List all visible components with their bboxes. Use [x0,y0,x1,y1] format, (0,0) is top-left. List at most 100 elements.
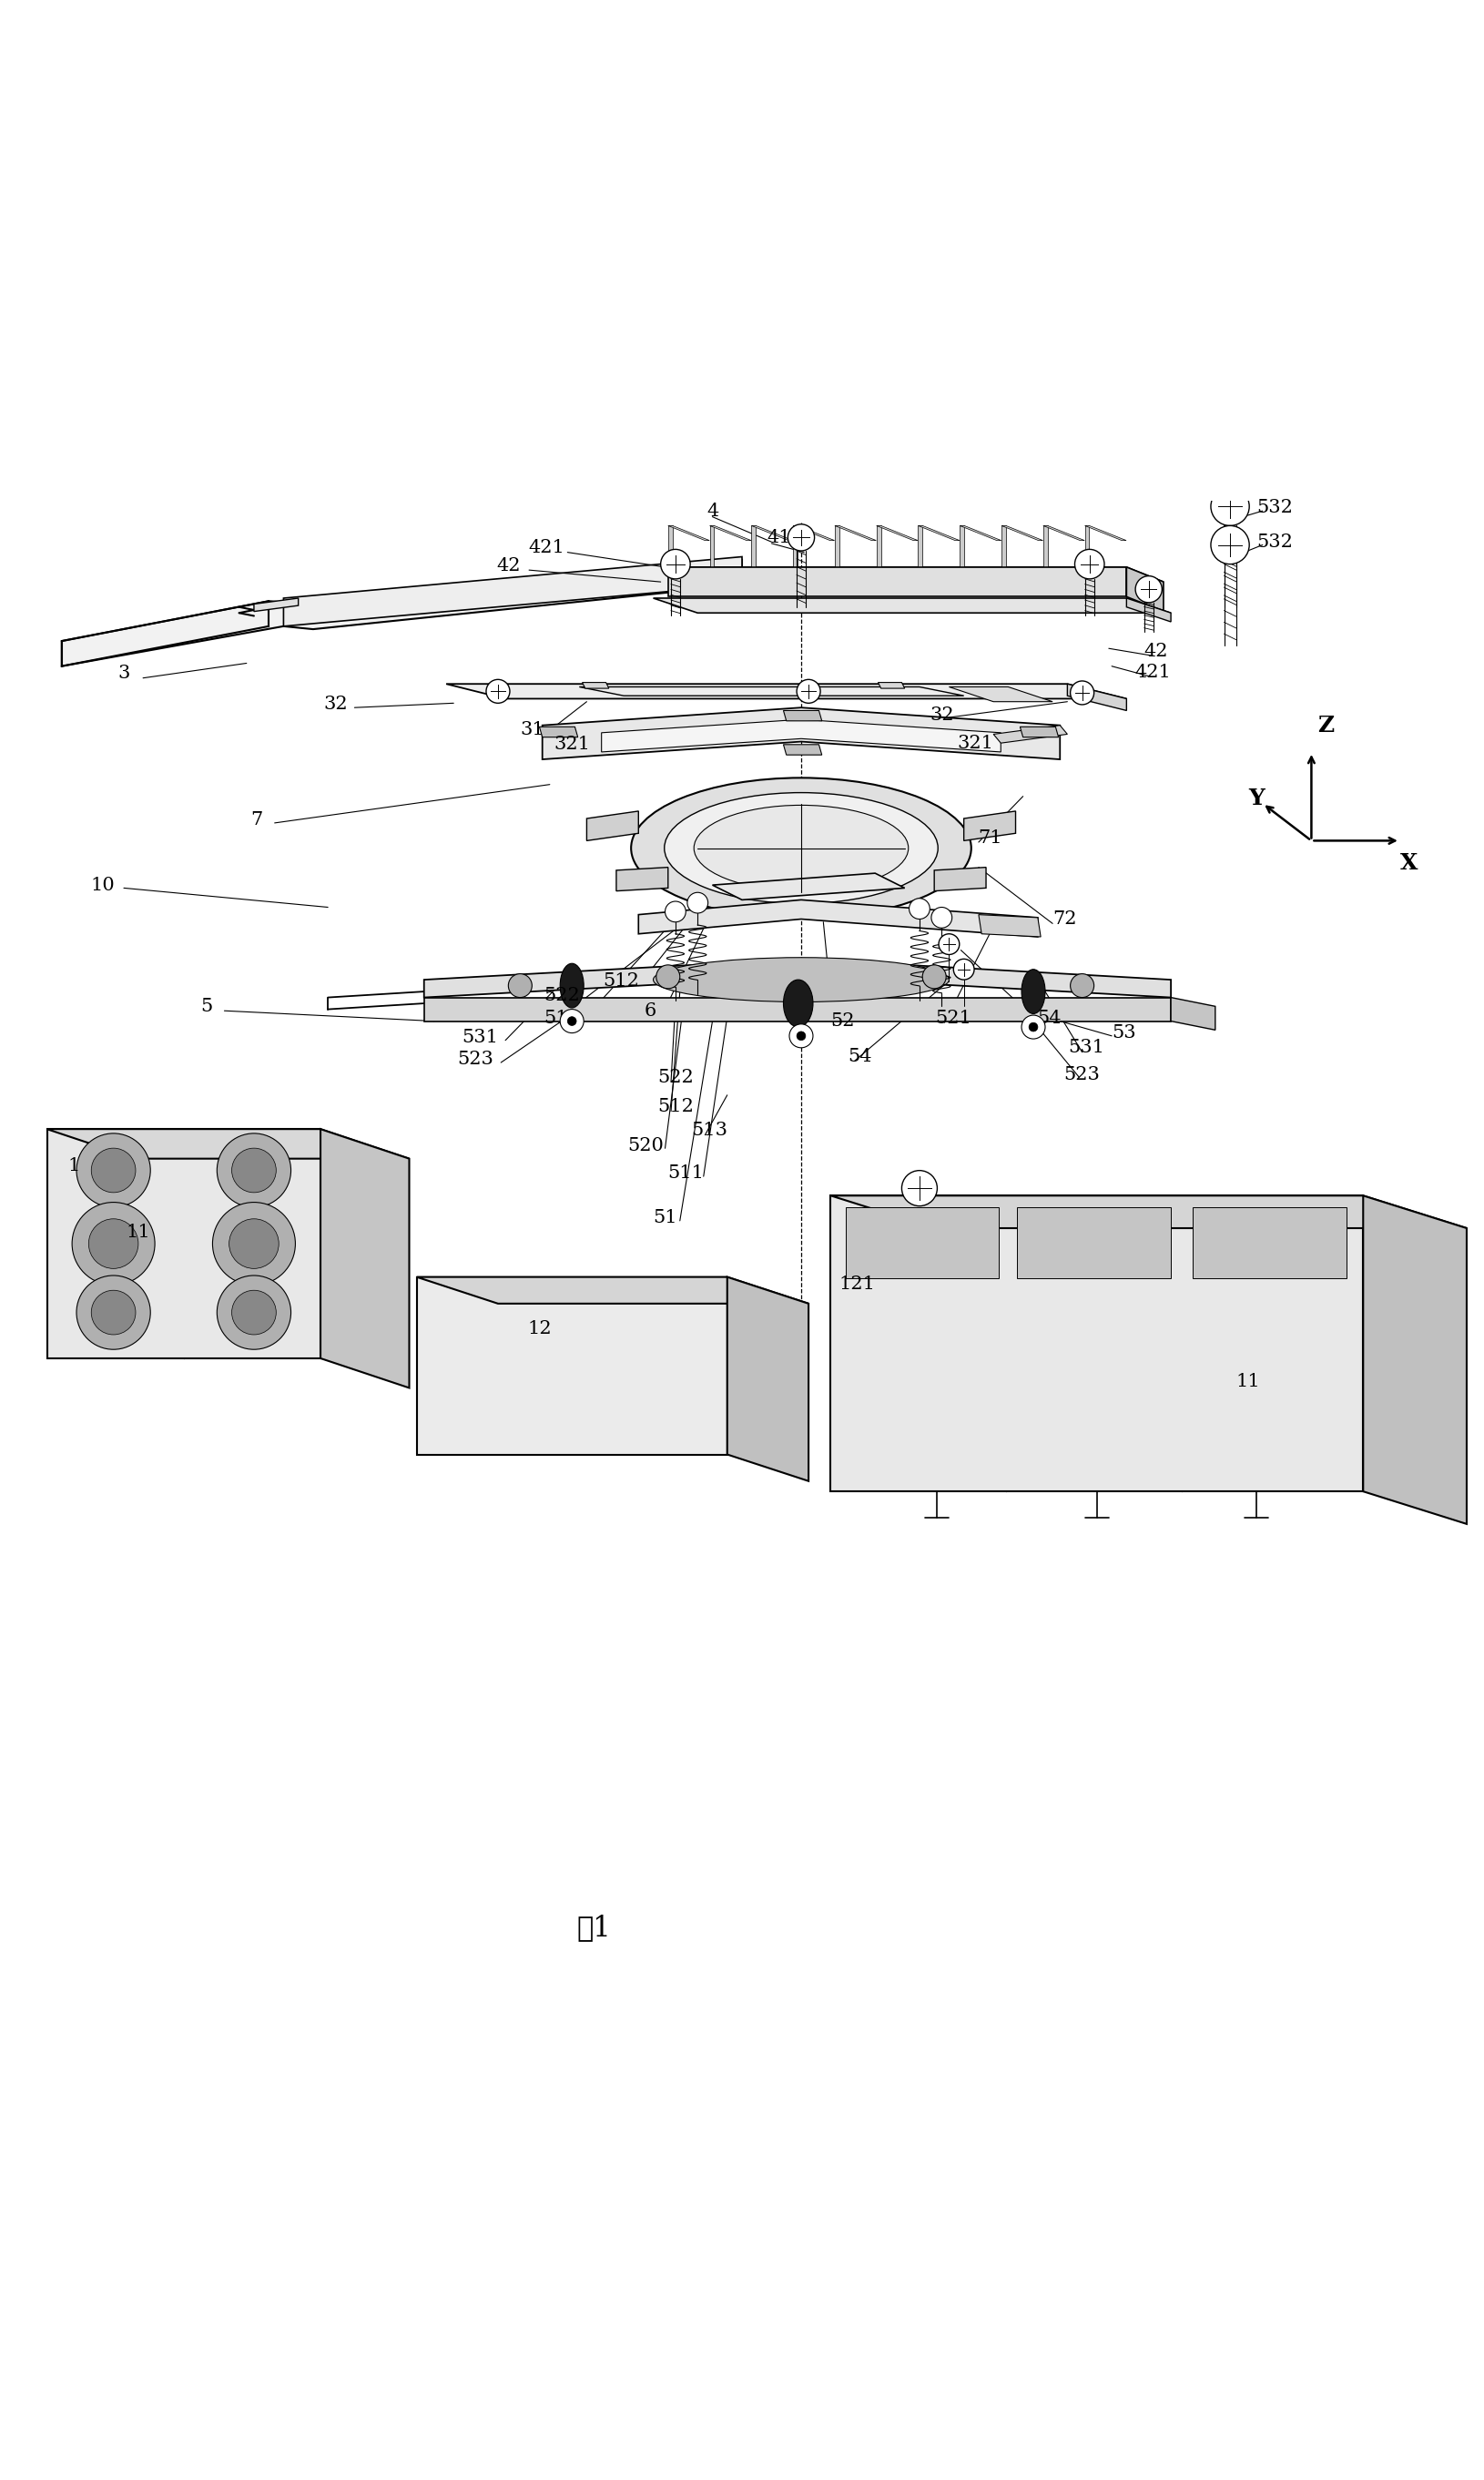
Polygon shape [1017,1208,1171,1280]
Text: 513: 513 [543,1009,580,1027]
Polygon shape [978,915,1040,937]
Text: 532: 532 [1257,533,1293,551]
Text: 321: 321 [554,737,591,754]
Circle shape [73,1203,154,1285]
Polygon shape [919,526,960,541]
Circle shape [232,1148,276,1193]
Polygon shape [960,526,1002,541]
Polygon shape [919,526,923,568]
Circle shape [954,960,974,980]
Polygon shape [582,682,608,689]
Text: 421: 421 [1135,665,1171,680]
Polygon shape [424,997,1171,1022]
Text: 321: 321 [957,734,994,751]
Polygon shape [1171,997,1215,1029]
Ellipse shape [784,980,813,1027]
Text: 54: 54 [849,1049,873,1066]
Polygon shape [784,712,822,722]
Ellipse shape [631,779,971,918]
Polygon shape [950,687,1052,702]
Circle shape [1021,1014,1045,1039]
Circle shape [89,1218,138,1270]
Text: Z: Z [1318,714,1334,737]
Polygon shape [709,526,751,541]
Polygon shape [712,873,905,900]
Text: 6: 6 [644,1002,656,1019]
Polygon shape [1193,1208,1346,1280]
Circle shape [91,1148,135,1193]
Polygon shape [1002,526,1043,541]
Circle shape [1135,575,1162,603]
Polygon shape [668,526,672,568]
Polygon shape [601,719,1000,751]
Text: 5: 5 [200,997,212,1014]
Circle shape [660,551,690,578]
Text: 512: 512 [657,1099,693,1116]
Circle shape [788,523,815,551]
Text: 42: 42 [496,558,521,575]
Polygon shape [47,1128,410,1158]
Circle shape [1211,526,1250,563]
Text: 4: 4 [706,503,718,518]
Ellipse shape [559,962,583,1007]
Polygon shape [877,526,881,568]
Polygon shape [447,684,1126,699]
Polygon shape [1002,526,1006,568]
Circle shape [217,1133,291,1208]
Text: 522: 522 [543,987,580,1004]
Text: 51: 51 [653,1210,677,1228]
Polygon shape [1126,598,1171,622]
Polygon shape [668,526,709,541]
Circle shape [1211,486,1250,526]
Circle shape [77,1275,150,1349]
Text: 41: 41 [767,528,791,546]
Text: 1: 1 [67,1158,80,1176]
Text: 12: 12 [527,1319,552,1337]
Circle shape [910,898,930,920]
Polygon shape [835,526,876,541]
Circle shape [939,935,959,955]
Text: 72: 72 [1052,910,1076,928]
Circle shape [1070,975,1094,997]
Text: 11: 11 [126,1225,151,1242]
Text: 42: 42 [1144,642,1168,660]
Polygon shape [424,960,1171,997]
Polygon shape [879,682,905,689]
Circle shape [232,1290,276,1334]
Text: 522: 522 [657,1069,693,1086]
Polygon shape [1043,526,1085,541]
Circle shape [923,965,947,990]
Circle shape [217,1275,291,1349]
Circle shape [229,1218,279,1270]
Text: 52: 52 [831,1012,855,1029]
Polygon shape [831,1195,1466,1228]
Text: 10: 10 [91,875,116,893]
Text: 511: 511 [668,1166,703,1183]
Circle shape [932,908,953,928]
Text: 71: 71 [978,828,1003,846]
Polygon shape [653,598,1171,613]
Text: 520: 520 [628,1136,663,1153]
Text: 512: 512 [603,972,640,990]
Text: 7: 7 [251,811,263,828]
Circle shape [687,893,708,913]
Text: 523: 523 [1064,1066,1100,1084]
Circle shape [656,965,680,990]
Circle shape [1070,682,1094,704]
Circle shape [567,1017,576,1027]
Polygon shape [1364,1195,1466,1523]
Circle shape [91,1290,135,1334]
Polygon shape [751,526,792,541]
Ellipse shape [665,794,938,903]
Polygon shape [960,526,965,568]
Polygon shape [638,900,1037,937]
Circle shape [665,900,686,923]
Polygon shape [963,811,1015,841]
Polygon shape [709,526,714,568]
Text: 421: 421 [528,538,565,556]
Polygon shape [1043,526,1048,568]
Circle shape [902,1171,938,1205]
Circle shape [559,1009,583,1034]
Polygon shape [417,1277,727,1453]
Circle shape [212,1203,295,1285]
